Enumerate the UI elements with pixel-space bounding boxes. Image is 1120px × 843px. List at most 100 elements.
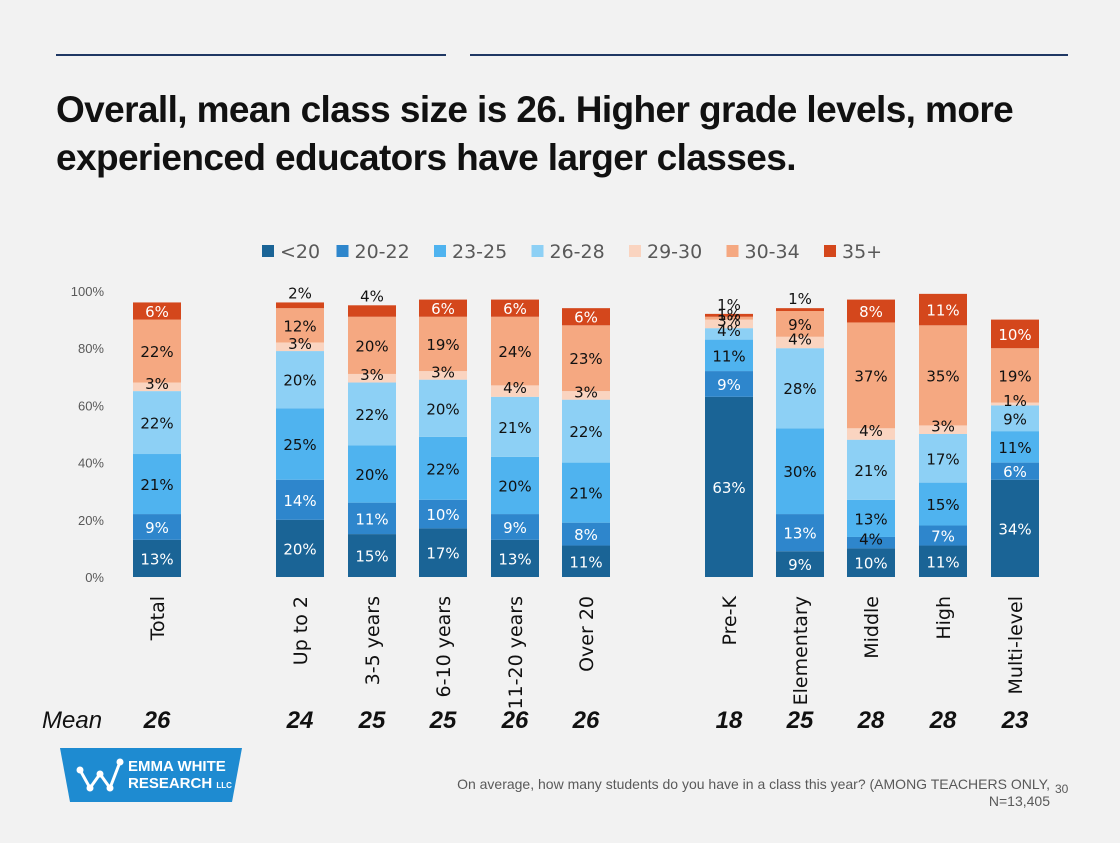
mean-value: 26 xyxy=(572,707,600,734)
legend-swatch xyxy=(434,245,446,257)
data-label: 19% xyxy=(426,336,459,354)
bar-segment xyxy=(562,462,610,523)
data-label: 9% xyxy=(788,556,812,574)
category-label: 11-20 years xyxy=(505,596,527,710)
mean-value: 28 xyxy=(929,707,957,734)
legend-label: 23-25 xyxy=(452,241,507,263)
legend-swatch xyxy=(629,245,641,257)
bar-segment xyxy=(276,308,324,343)
category-label: Over 20 xyxy=(576,596,598,672)
data-label: 1% xyxy=(717,306,741,324)
data-label: 10% xyxy=(854,555,887,573)
bar-segment xyxy=(991,479,1039,577)
bar-segment xyxy=(705,328,753,340)
data-label: 20% xyxy=(283,372,316,390)
bar-segment xyxy=(276,351,324,409)
bar-segment xyxy=(133,302,181,320)
logo-suffix: LLC xyxy=(216,781,232,790)
bar-segment xyxy=(847,536,895,549)
data-label: 15% xyxy=(926,496,959,514)
y-tick-label: 80% xyxy=(78,341,104,356)
data-label: 21% xyxy=(498,419,531,437)
bar-segment xyxy=(705,396,753,577)
bar-segment xyxy=(847,428,895,440)
data-label: 11% xyxy=(926,302,959,320)
data-label: 3% xyxy=(145,375,169,393)
bar-segment xyxy=(491,514,539,540)
data-label: 6% xyxy=(431,300,455,318)
data-label: 19% xyxy=(998,367,1031,385)
data-label: 21% xyxy=(569,485,602,503)
y-tick-label: 40% xyxy=(78,456,104,471)
bar-segment xyxy=(491,385,539,397)
data-label: 22% xyxy=(569,423,602,441)
data-label: 3% xyxy=(931,418,955,436)
logo-line2-text: RESEARCH xyxy=(128,775,213,792)
bar-segment xyxy=(562,399,610,463)
bar-segment xyxy=(419,316,467,372)
legend-swatch xyxy=(824,245,836,257)
bar-segment xyxy=(776,311,824,337)
top-rule-left xyxy=(56,54,446,56)
data-label: 22% xyxy=(355,406,388,424)
data-label: 4% xyxy=(859,422,883,440)
data-label: 20% xyxy=(498,477,531,495)
bar-segment xyxy=(133,514,181,540)
data-label: 4% xyxy=(503,379,527,397)
bar-segment xyxy=(776,551,824,577)
bar-segment xyxy=(348,534,396,577)
mean-value: 24 xyxy=(286,707,314,734)
data-label: 9% xyxy=(717,376,741,394)
data-label: 9% xyxy=(788,316,812,334)
bar-segment xyxy=(276,342,324,352)
data-label: 3% xyxy=(360,366,384,384)
y-tick-label: 100% xyxy=(71,284,105,299)
data-label: 1% xyxy=(788,290,812,308)
bar-segment xyxy=(419,371,467,380)
data-label: 63% xyxy=(712,479,745,497)
bar-segment xyxy=(919,545,967,577)
mean-value: 26 xyxy=(143,707,171,734)
bar-segment xyxy=(491,539,539,577)
data-label: 25% xyxy=(283,436,316,454)
mean-value: 26 xyxy=(501,707,529,734)
legend-label: 30-34 xyxy=(745,241,800,263)
data-label: 11% xyxy=(355,510,388,528)
data-label: 8% xyxy=(574,526,598,544)
bar-segment xyxy=(991,348,1039,403)
data-label: 14% xyxy=(283,492,316,510)
bar-segment xyxy=(705,371,753,397)
data-label: 15% xyxy=(355,548,388,566)
data-label: 21% xyxy=(854,462,887,480)
data-label: 23% xyxy=(569,350,602,368)
mean-value: 25 xyxy=(786,707,814,734)
data-label: 11% xyxy=(926,553,959,571)
category-label: Elementary xyxy=(790,596,812,705)
bar-segment xyxy=(348,502,396,535)
y-tick-label: 60% xyxy=(78,398,104,413)
data-label: 6% xyxy=(574,309,598,327)
bar-segment xyxy=(562,391,610,400)
bar-segment xyxy=(276,479,324,520)
data-label: 22% xyxy=(426,460,459,478)
footnote: On average, how many students do you hav… xyxy=(457,776,1050,809)
bar-segment xyxy=(776,428,824,515)
bar-segment xyxy=(133,454,181,515)
y-tick-label: 20% xyxy=(78,513,104,528)
data-label: 21% xyxy=(140,476,173,494)
bar-segment xyxy=(991,462,1039,480)
data-label: 3% xyxy=(431,363,455,381)
bar-segment xyxy=(847,548,895,577)
data-label: 11% xyxy=(712,347,745,365)
bar-segment xyxy=(419,299,467,317)
data-label: 4% xyxy=(788,330,812,348)
bar-segment xyxy=(776,514,824,552)
logo-line1: EMMA WHITE xyxy=(128,758,226,775)
bar-segment xyxy=(847,439,895,500)
data-label: 10% xyxy=(998,326,1031,344)
bar-segment xyxy=(491,396,539,457)
bar-segment xyxy=(276,519,324,577)
bar-segment xyxy=(562,325,610,392)
data-label: 17% xyxy=(426,545,459,563)
